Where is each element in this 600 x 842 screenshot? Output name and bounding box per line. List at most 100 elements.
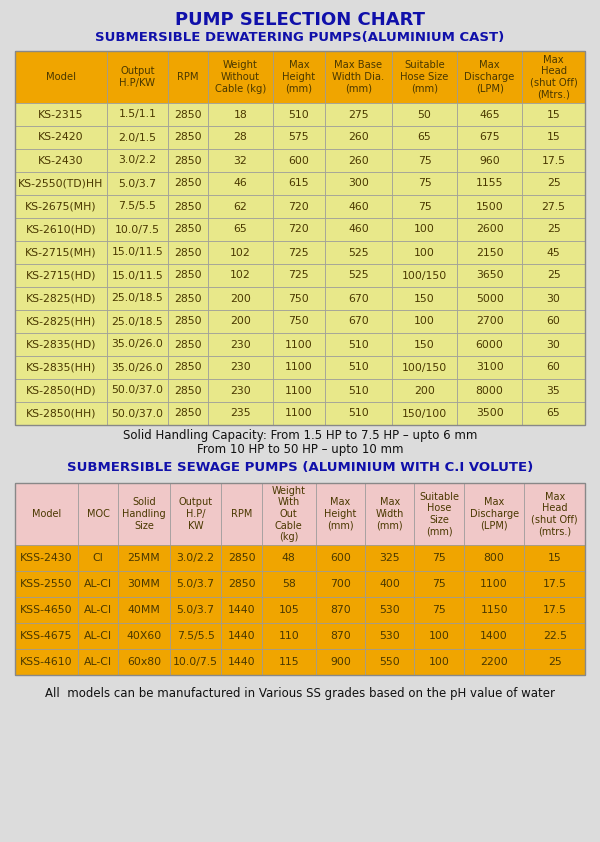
- Bar: [167, 287, 208, 310]
- Text: 720: 720: [289, 201, 309, 211]
- Bar: [221, 597, 262, 623]
- Text: 200: 200: [230, 317, 251, 327]
- Bar: [15, 241, 107, 264]
- Bar: [464, 649, 524, 675]
- Text: 28: 28: [233, 132, 247, 142]
- Bar: [167, 172, 208, 195]
- Text: 3.0/2.2: 3.0/2.2: [118, 156, 157, 166]
- Text: 260: 260: [348, 132, 369, 142]
- Bar: [457, 241, 522, 264]
- Text: 2850: 2850: [174, 363, 202, 372]
- Text: 75: 75: [418, 156, 431, 166]
- Bar: [522, 356, 585, 379]
- Text: 102: 102: [230, 248, 251, 258]
- Text: 17.5: 17.5: [542, 156, 566, 166]
- Bar: [415, 483, 464, 545]
- Bar: [273, 287, 325, 310]
- Text: 510: 510: [348, 339, 369, 349]
- Text: 25MM: 25MM: [128, 553, 160, 563]
- Bar: [273, 310, 325, 333]
- Text: 100: 100: [414, 225, 435, 235]
- Bar: [457, 356, 522, 379]
- Text: 675: 675: [479, 132, 500, 142]
- Text: 2850: 2850: [174, 179, 202, 189]
- Text: 8000: 8000: [476, 386, 503, 396]
- Text: 2850: 2850: [174, 225, 202, 235]
- Text: 60x80: 60x80: [127, 657, 161, 667]
- Bar: [325, 103, 392, 126]
- Text: Max
Head
(shut Off)
(Mtrs.): Max Head (shut Off) (Mtrs.): [530, 55, 577, 99]
- Bar: [208, 172, 273, 195]
- Bar: [167, 379, 208, 402]
- Bar: [167, 402, 208, 425]
- Bar: [392, 264, 457, 287]
- Bar: [325, 310, 392, 333]
- Bar: [107, 379, 167, 402]
- Bar: [167, 310, 208, 333]
- Bar: [392, 218, 457, 241]
- Bar: [118, 571, 170, 597]
- Bar: [167, 126, 208, 149]
- Bar: [524, 623, 585, 649]
- Text: 2850: 2850: [174, 109, 202, 120]
- Text: 600: 600: [330, 553, 351, 563]
- Bar: [392, 379, 457, 402]
- Text: SUBMERSIBLE DEWATERING PUMPS(ALUMINIUM CAST): SUBMERSIBLE DEWATERING PUMPS(ALUMINIUM C…: [95, 31, 505, 45]
- Bar: [273, 103, 325, 126]
- Bar: [316, 545, 365, 571]
- Text: 30: 30: [547, 294, 560, 303]
- Bar: [522, 195, 585, 218]
- Text: 2850: 2850: [174, 339, 202, 349]
- Bar: [392, 51, 457, 103]
- Bar: [464, 623, 524, 649]
- Text: KS-2430: KS-2430: [38, 156, 84, 166]
- Bar: [221, 649, 262, 675]
- Text: 50.0/37.0: 50.0/37.0: [112, 408, 163, 418]
- Text: 58: 58: [282, 579, 296, 589]
- Text: KS-2825(HD): KS-2825(HD): [26, 294, 96, 303]
- Bar: [15, 149, 107, 172]
- Text: 25: 25: [547, 225, 560, 235]
- Text: 3.0/2.2: 3.0/2.2: [176, 553, 215, 563]
- Text: 25.0/18.5: 25.0/18.5: [112, 317, 163, 327]
- Bar: [208, 402, 273, 425]
- Bar: [208, 218, 273, 241]
- Text: Weight
With
Out
Cable
(kg): Weight With Out Cable (kg): [272, 486, 306, 542]
- Text: 230: 230: [230, 363, 251, 372]
- Text: 75: 75: [432, 579, 446, 589]
- Text: 2850: 2850: [174, 408, 202, 418]
- Text: Max
Width
(mm): Max Width (mm): [376, 498, 404, 530]
- Bar: [325, 149, 392, 172]
- Bar: [464, 545, 524, 571]
- Text: 670: 670: [348, 294, 369, 303]
- Text: 510: 510: [348, 386, 369, 396]
- Text: 1150: 1150: [481, 605, 508, 615]
- Bar: [524, 483, 585, 545]
- Bar: [167, 195, 208, 218]
- Bar: [15, 333, 107, 356]
- Text: 22.5: 22.5: [543, 631, 567, 641]
- Bar: [522, 172, 585, 195]
- Bar: [392, 149, 457, 172]
- Bar: [208, 356, 273, 379]
- Text: 100: 100: [428, 631, 449, 641]
- Bar: [262, 597, 316, 623]
- Bar: [167, 218, 208, 241]
- Bar: [392, 172, 457, 195]
- Bar: [170, 597, 221, 623]
- Bar: [325, 51, 392, 103]
- Bar: [273, 218, 325, 241]
- Text: KS-2835(HH): KS-2835(HH): [26, 363, 96, 372]
- Bar: [273, 264, 325, 287]
- Bar: [365, 571, 415, 597]
- Bar: [392, 241, 457, 264]
- Text: 230: 230: [230, 386, 251, 396]
- Text: 200: 200: [414, 386, 435, 396]
- Text: 2850: 2850: [174, 248, 202, 258]
- Text: 75: 75: [432, 605, 446, 615]
- Bar: [392, 195, 457, 218]
- Text: 50.0/37.0: 50.0/37.0: [112, 386, 163, 396]
- Bar: [170, 623, 221, 649]
- Text: 900: 900: [330, 657, 351, 667]
- Text: 670: 670: [348, 317, 369, 327]
